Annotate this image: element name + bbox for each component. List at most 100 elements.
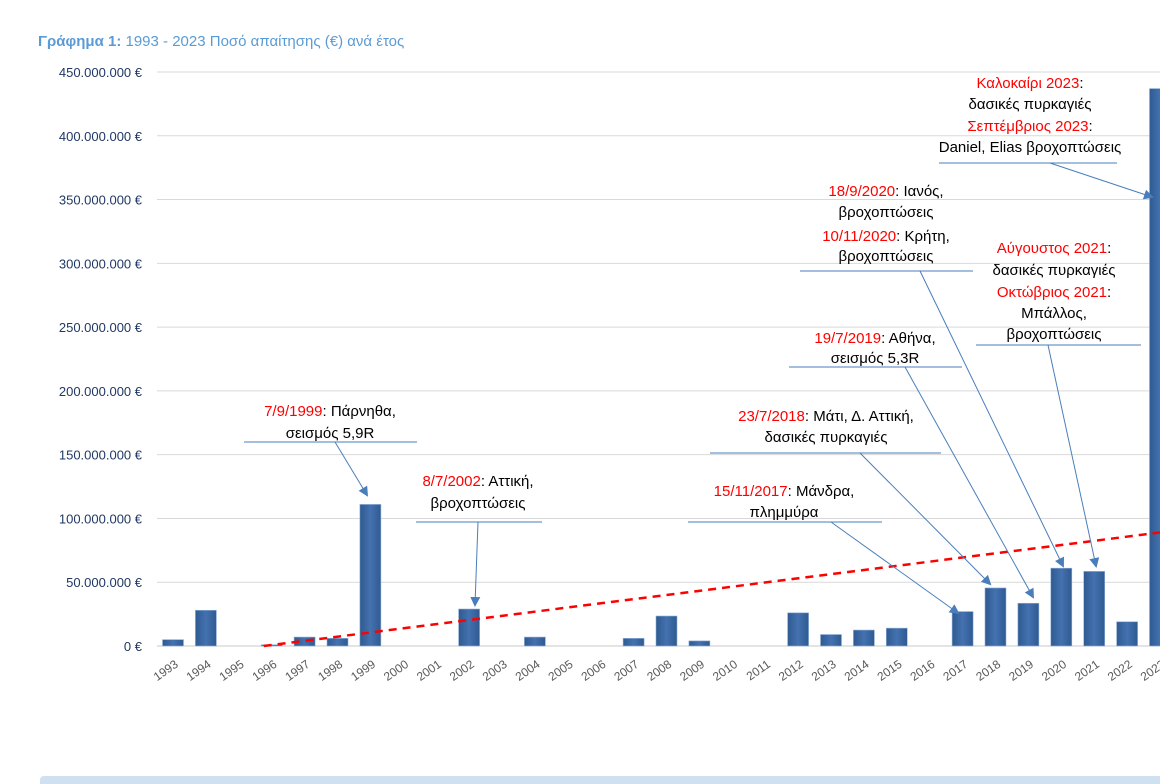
bar-2023 (1150, 89, 1160, 646)
x-tick-label: 2001 (414, 657, 444, 684)
bar-2008 (656, 616, 677, 646)
annotation-text: σεισμός 5,9R (286, 425, 375, 442)
y-tick-label: 400.000.000 € (59, 129, 143, 144)
annotation-line: Σεπτέμβριος 2023: (967, 118, 1092, 135)
y-tick-label: 200.000.000 € (59, 384, 143, 399)
annotation-line: Μπάλλος, (1021, 305, 1087, 322)
annotation-arrow (1048, 345, 1096, 566)
x-tick-label: 2008 (644, 657, 674, 684)
annotation-line: σεισμός 5,9R (286, 425, 375, 442)
annotation-text: : (1107, 240, 1111, 257)
annotation-date: Αύγουστος 2021 (997, 240, 1107, 257)
x-tick-label: 2000 (381, 657, 411, 684)
x-tick-label: 2020 (1039, 657, 1069, 684)
annotation-text: : (1089, 118, 1093, 135)
annotation-text: δασικές πυρκαγιές (968, 96, 1091, 113)
annotation-line: δασικές πυρκαγιές (992, 262, 1115, 279)
bar-2018 (985, 588, 1006, 646)
x-tick-label: 2006 (579, 657, 609, 684)
annotation-line: σεισμός 5,3R (831, 350, 920, 367)
annotation-line: 7/9/1999: Πάρνηθα, (264, 403, 396, 420)
x-tick-label: 2019 (1006, 657, 1036, 684)
annotation-2002: 8/7/2002: Αττική, βροχοπτώσεις (416, 473, 542, 605)
annotation-line: 18/9/2020: Ιανός, (828, 183, 943, 200)
y-tick-label: 50.000.000 € (66, 575, 143, 590)
bar-1998 (327, 638, 348, 646)
annotation-text: Μπάλλος, (1021, 305, 1087, 322)
annotation-2021: Αύγουστος 2021: δασικές πυρκαγιές Οκτώβριο… (976, 240, 1141, 566)
y-tick-label: 300.000.000 € (59, 256, 143, 271)
bar-2017 (952, 612, 973, 646)
annotation-text: πλημμύρα (750, 504, 819, 521)
x-tick-label: 2005 (546, 657, 576, 684)
bar-2021 (1084, 571, 1105, 646)
annotation-date: 19/7/2019 (814, 330, 881, 347)
x-tick-label: 1997 (282, 657, 312, 684)
x-tick-label: 2007 (611, 657, 641, 684)
annotation-text: βροχοπτώσεις (1007, 326, 1102, 343)
x-tick-label: 1999 (348, 657, 378, 684)
annotation-line: δασικές πυρκαγιές (764, 429, 887, 446)
annotation-arrow (475, 522, 478, 605)
annotation-text: βροχοπτώσεις (431, 495, 526, 512)
annotation-text: : Κρήτη, (896, 228, 950, 245)
annotation-line: Daniel, Elias βροχοπτώσεις (939, 139, 1122, 156)
annotation-text: : Πάρνηθα, (322, 403, 395, 420)
bar-2015 (886, 628, 907, 646)
bar-1993 (163, 640, 184, 646)
annotation-text: σεισμός 5,3R (831, 350, 920, 367)
bottom-panel-edge (40, 776, 1160, 784)
y-tick-label: 150.000.000 € (59, 448, 143, 463)
x-tick-label: 2004 (513, 657, 543, 684)
annotation-date: 15/11/2017 (714, 483, 788, 500)
bar-2007 (623, 638, 644, 646)
y-tick-label: 350.000.000 € (59, 193, 143, 208)
x-tick-label: 1993 (151, 657, 181, 684)
annotation-date: 8/7/2002 (422, 473, 480, 490)
annotation-line: 10/11/2020: Κρήτη, (822, 228, 950, 245)
annotation-line: βροχοπτώσεις (839, 204, 934, 221)
annotation-text: Daniel, Elias βροχοπτώσεις (939, 139, 1122, 156)
annotation-text: : (1107, 284, 1111, 301)
x-tick-label: 2011 (744, 657, 773, 683)
y-tick-label: 250.000.000 € (59, 320, 143, 335)
bar-2004 (524, 637, 545, 646)
annotation-text: δασικές πυρκαγιές (764, 429, 887, 446)
annotation-line: βροχοπτώσεις (839, 248, 934, 265)
annotation-arrow (1050, 163, 1152, 197)
annotation-line: πλημμύρα (750, 504, 819, 521)
x-tick-label: 2014 (842, 657, 872, 684)
annotation-arrow (335, 442, 367, 495)
x-tick-label: 1995 (217, 657, 247, 684)
annotation-text: δασικές πυρκαγιές (992, 262, 1115, 279)
annotation-text: : Ιανός, (895, 183, 943, 200)
bar-2012 (788, 613, 809, 646)
annotation-date: 7/9/1999 (264, 403, 322, 420)
x-tick-label: 2015 (875, 657, 905, 684)
annotation-text: : Αττική, (481, 473, 534, 490)
x-tick-label: 2021 (1072, 657, 1102, 684)
x-tick-label: 1996 (250, 657, 280, 684)
annotation-date: 10/11/2020 (822, 228, 896, 245)
annotation-text: : (1079, 75, 1083, 92)
x-tick-label: 2017 (940, 657, 970, 684)
x-tick-label: 1998 (315, 657, 345, 684)
x-tick-label: 2018 (973, 657, 1003, 684)
annotation-date: Οκτώβριος 2021 (997, 284, 1107, 301)
bar-2022 (1117, 622, 1138, 646)
x-tick-label: 2023 (1138, 657, 1160, 684)
annotation-line: 19/7/2019: Αθήνα, (814, 330, 935, 347)
annotation-line: βροχοπτώσεις (1007, 326, 1102, 343)
annotation-line: 15/11/2017: Μάνδρα, (714, 483, 855, 500)
x-tick-label: 2016 (908, 657, 938, 684)
annotation-text: : Μάνδρα, (788, 483, 855, 500)
bar-2009 (689, 641, 710, 646)
x-tick-label: 2002 (447, 657, 477, 684)
annotation-line: βροχοπτώσεις (431, 495, 526, 512)
x-tick-label: 2003 (480, 657, 510, 684)
annotation-line: Οκτώβριος 2021: (997, 284, 1111, 301)
annotation-date: 18/9/2020 (828, 183, 895, 200)
bar-2020 (1051, 568, 1072, 646)
bar-2002 (459, 609, 480, 646)
